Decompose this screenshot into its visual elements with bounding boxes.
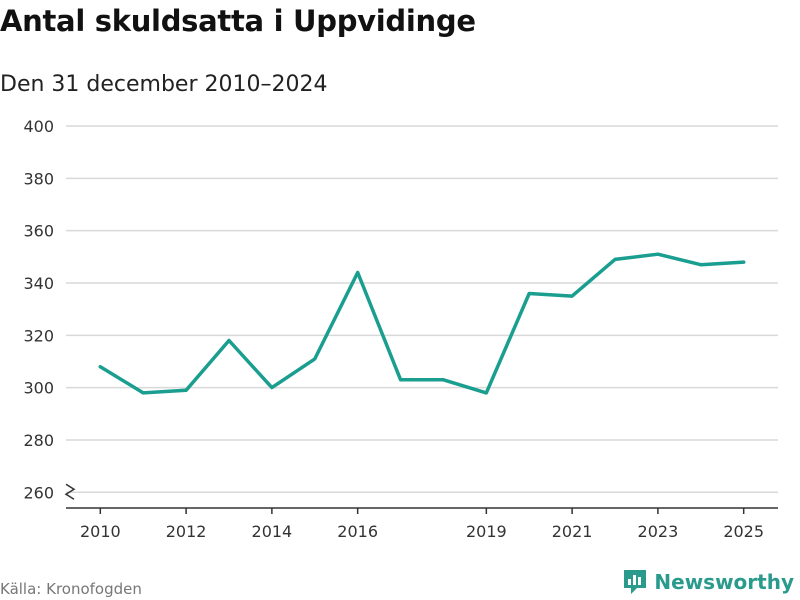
data-point-2021 xyxy=(571,295,574,298)
data-point-2023 xyxy=(656,253,659,256)
x-tick-label-2010: 2010 xyxy=(80,522,121,541)
data-point-2025 xyxy=(742,261,745,264)
axis-break-marker xyxy=(64,483,76,500)
data-point-2013 xyxy=(227,339,230,342)
y-tick-label-280: 280 xyxy=(23,431,54,450)
data-point-2017 xyxy=(399,378,402,381)
y-tick-label-320: 320 xyxy=(23,326,54,345)
y-tick-label-300: 300 xyxy=(23,379,54,398)
data-point-2012 xyxy=(185,389,188,392)
data-point-2019 xyxy=(485,391,488,394)
chart-subtitle: Den 31 december 2010–2024 xyxy=(0,72,328,97)
x-tick-label-2012: 2012 xyxy=(166,522,207,541)
y-tick-label-340: 340 xyxy=(23,274,54,293)
data-point-2011 xyxy=(142,391,145,394)
y-tick-label-380: 380 xyxy=(23,169,54,188)
data-point-2015 xyxy=(313,357,316,360)
data-point-2010 xyxy=(99,365,102,368)
x-tick-label-2019: 2019 xyxy=(466,522,507,541)
y-tick-label-400: 400 xyxy=(23,117,54,136)
newsworthy-logo-icon xyxy=(624,570,647,594)
data-point-2018 xyxy=(442,378,445,381)
x-tick-label-2025: 2025 xyxy=(723,522,764,541)
data-point-2016 xyxy=(356,271,359,274)
data-point-2024 xyxy=(699,263,702,266)
chart-title: Antal skuldsatta i Uppvidinge xyxy=(0,4,476,38)
brand-name: Newsworthy xyxy=(654,570,794,594)
x-tick-label-2021: 2021 xyxy=(552,522,593,541)
x-tick-label-2016: 2016 xyxy=(337,522,378,541)
brand-logo[interactable]: Newsworthy xyxy=(622,568,794,596)
data-point-2022 xyxy=(614,258,617,261)
y-tick-label-260: 260 xyxy=(23,483,54,502)
source-note: Källa: Kronofogden xyxy=(0,580,142,598)
series-line xyxy=(98,252,746,395)
x-tick-label-2014: 2014 xyxy=(252,522,293,541)
y-tick-label-360: 360 xyxy=(23,222,54,241)
data-point-2014 xyxy=(270,386,273,389)
x-tick-label-2023: 2023 xyxy=(638,522,679,541)
data-point-2020 xyxy=(528,292,531,295)
